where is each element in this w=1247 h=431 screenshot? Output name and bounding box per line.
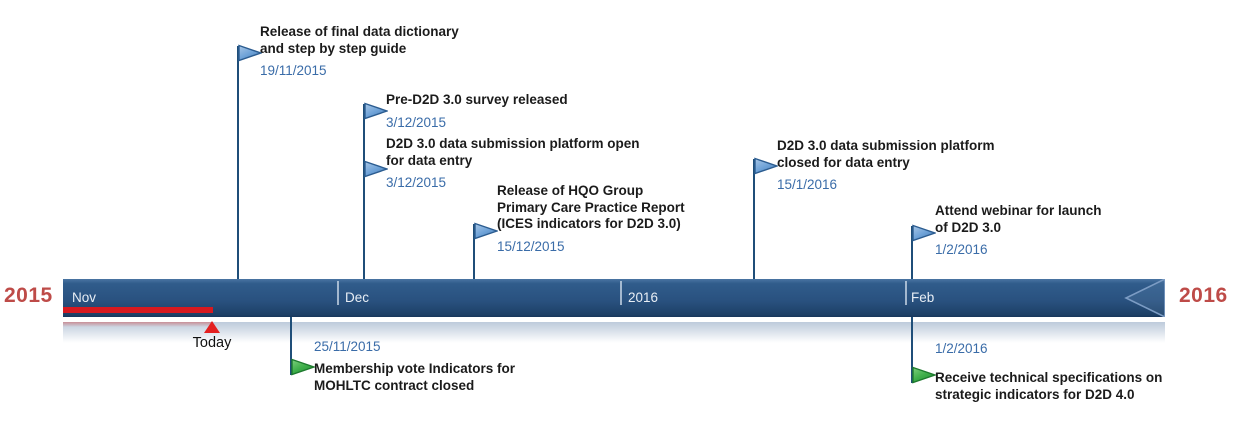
milestone-title: Receive technical specifications on stra…: [935, 370, 1163, 402]
milestone-flag-icon: [912, 224, 938, 242]
connector-line: [237, 46, 239, 279]
month-label: Nov: [72, 290, 97, 305]
month-tick: [905, 281, 907, 305]
milestone-text: 25/11/2015 Membership vote Indicators for…: [314, 339, 515, 394]
milestone-text: D2D 3.0 data submission platform open fo…: [386, 136, 640, 191]
today-label: Today: [192, 335, 232, 351]
milestone-text: Pre-D2D 3.0 survey released 3/12/2015: [386, 92, 568, 131]
milestone-title: D2D 3.0 data submission platform open fo…: [386, 136, 640, 168]
milestone-text: D2D 3.0 data submission platform closed …: [777, 138, 995, 193]
milestone-title: Attend webinar for launch of D2D 3.0: [935, 203, 1102, 235]
milestone-title: Release of final data dictionary and ste…: [260, 24, 459, 56]
bar-reflection: [63, 322, 1165, 343]
milestone-date: 1/2/2016: [935, 341, 988, 356]
milestone-date: 3/12/2015: [386, 114, 447, 130]
milestone-text: Attend webinar for launch of D2D 3.0 1/2/…: [935, 203, 1102, 258]
year-label-right: 2016: [1179, 284, 1228, 307]
month-label: Feb: [911, 290, 935, 305]
milestone-flag-icon: [364, 102, 390, 120]
month-tick: [620, 281, 622, 305]
connector-line: [753, 159, 755, 279]
milestone-text: 1/2/2016 Receive technical specifications…: [935, 341, 1162, 403]
milestone-flag-icon: [364, 160, 390, 178]
milestone-date: 19/11/2015: [260, 63, 327, 78]
milestone-flag-icon: [291, 358, 317, 376]
connector-line: [290, 317, 292, 375]
month-label: Dec: [345, 290, 370, 305]
month-label: 2016: [628, 290, 659, 305]
bar-end-bevel-icon: [1124, 279, 1165, 317]
month-tick: [337, 281, 339, 305]
milestone-title: Membership vote Indicators for MOHLTC co…: [314, 361, 516, 393]
elapsed-bar: [63, 307, 213, 313]
connector-line: [363, 162, 365, 279]
milestone-date: 25/11/2015: [314, 339, 381, 354]
timeline-bar: Nov Dec 2016 Feb: [63, 279, 1165, 317]
milestone-title: Release of HQO Group Primary Care Practi…: [497, 183, 685, 231]
milestone-flag-icon: [238, 44, 264, 62]
milestone-title: D2D 3.0 data submission platform closed …: [777, 138, 995, 170]
milestone-date: 15/1/2016: [777, 177, 838, 192]
milestone-flag-icon: [754, 157, 780, 175]
connector-line: [473, 224, 475, 279]
milestone-date: 3/12/2015: [386, 175, 447, 190]
today-marker-icon: [204, 321, 220, 333]
year-label-left: 2015: [4, 284, 53, 307]
milestone-text: Release of HQO Group Primary Care Practi…: [497, 183, 685, 255]
milestone-flag-icon: [912, 366, 938, 384]
milestone-date: 1/2/2016: [935, 242, 988, 257]
milestone-title: Pre-D2D 3.0 survey released: [386, 92, 568, 107]
milestone-date: 15/12/2015: [497, 238, 565, 254]
milestone-flag-icon: [474, 222, 500, 240]
connector-line: [911, 226, 913, 279]
connector-line: [911, 317, 913, 383]
elapsed-bar-reflection: [63, 322, 213, 327]
milestone-text: Release of final data dictionary and ste…: [260, 24, 459, 79]
